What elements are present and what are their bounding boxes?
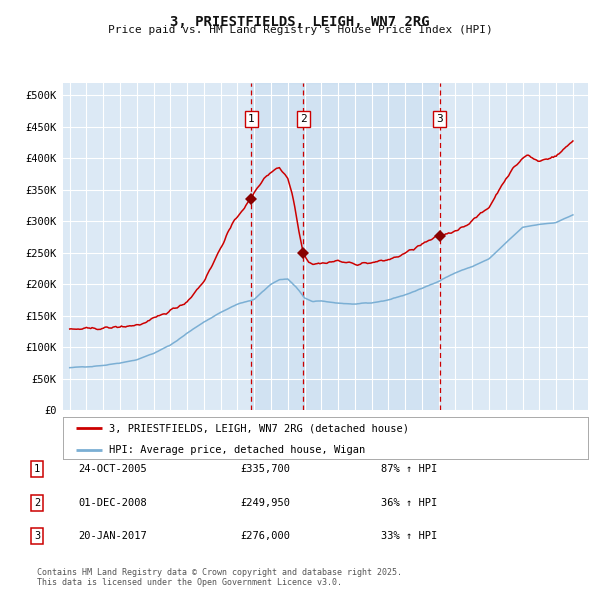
Text: 3: 3 [34,532,40,541]
Text: 3, PRIESTFIELDS, LEIGH, WN7 2RG: 3, PRIESTFIELDS, LEIGH, WN7 2RG [170,15,430,30]
Text: 87% ↑ HPI: 87% ↑ HPI [381,464,437,474]
Text: 36% ↑ HPI: 36% ↑ HPI [381,498,437,507]
Text: 1: 1 [34,464,40,474]
Text: £276,000: £276,000 [240,532,290,541]
Text: 1: 1 [248,114,254,124]
Text: £249,950: £249,950 [240,498,290,507]
Text: 24-OCT-2005: 24-OCT-2005 [78,464,147,474]
Text: HPI: Average price, detached house, Wigan: HPI: Average price, detached house, Wiga… [109,445,365,455]
Text: Price paid vs. HM Land Registry's House Price Index (HPI): Price paid vs. HM Land Registry's House … [107,25,493,35]
Text: 3, PRIESTFIELDS, LEIGH, WN7 2RG (detached house): 3, PRIESTFIELDS, LEIGH, WN7 2RG (detache… [109,424,409,434]
Text: 01-DEC-2008: 01-DEC-2008 [78,498,147,507]
Text: 3: 3 [436,114,443,124]
Text: Contains HM Land Registry data © Crown copyright and database right 2025.
This d: Contains HM Land Registry data © Crown c… [37,568,402,587]
Text: 2: 2 [300,114,307,124]
Bar [251,83,303,410]
Text: 20-JAN-2017: 20-JAN-2017 [78,532,147,541]
Text: 2: 2 [34,498,40,507]
Text: 33% ↑ HPI: 33% ↑ HPI [381,532,437,541]
Bar [303,83,440,410]
Text: £335,700: £335,700 [240,464,290,474]
